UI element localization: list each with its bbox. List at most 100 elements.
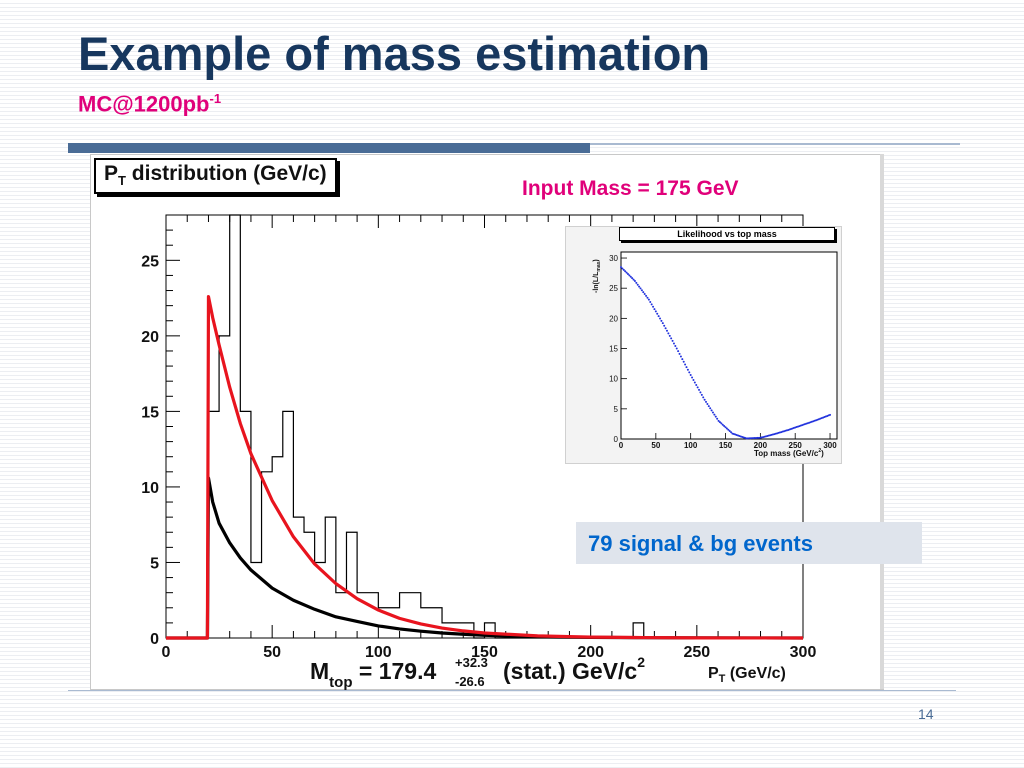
histogram-bin: [389, 608, 400, 638]
inset-x-tick-label: 50: [651, 441, 660, 450]
likelihood-point: [624, 270, 627, 273]
likelihood-point: [678, 352, 681, 355]
histogram-bin: [230, 215, 241, 638]
likelihood-point: [650, 303, 653, 306]
y-tick-label: 25: [141, 253, 159, 270]
likelihood-point: [629, 275, 632, 278]
likelihood-point: [706, 403, 709, 406]
x-tick-label: 250: [683, 644, 710, 661]
likelihood-point: [681, 358, 684, 361]
events-box: 79 signal & bg events: [576, 522, 922, 564]
likelihood-point: [667, 332, 670, 335]
inset-x-tick-label: 100: [684, 441, 698, 450]
likelihood-point: [710, 409, 713, 412]
mtop-result: Mtop = 179.4: [310, 658, 436, 691]
likelihood-point: [684, 363, 687, 366]
likelihood-point: [682, 360, 685, 363]
pt-axis-label: PT (GeV/c): [708, 665, 786, 685]
inset-y-tick-label: 25: [609, 284, 618, 293]
total-fit-curve: [166, 294, 804, 640]
likelihood-point: [674, 344, 677, 347]
x-tick-label: 100: [365, 644, 392, 661]
likelihood-point: [686, 368, 689, 371]
likelihood-point: [642, 291, 645, 294]
inset-x-tick-label: 300: [823, 441, 837, 450]
likelihood-point: [646, 296, 649, 299]
likelihood-point: [665, 329, 668, 332]
likelihood-point: [639, 287, 642, 290]
likelihood-point: [714, 415, 717, 418]
likelihood-point: [631, 277, 634, 280]
histogram-bin: [336, 593, 347, 638]
likelihood-point: [725, 427, 728, 430]
likelihood-point: [653, 308, 656, 311]
x-tick-label: 0: [162, 644, 171, 661]
likelihood-point: [829, 413, 832, 416]
likelihood-point: [645, 294, 648, 297]
x-tick-label: 50: [263, 644, 281, 661]
likelihood-point: [677, 350, 680, 353]
likelihood-point: [692, 379, 695, 382]
inset-x-tick-label: 200: [754, 441, 768, 450]
y-tick-label: 10: [141, 480, 159, 497]
likelihood-point: [628, 274, 631, 277]
likelihood-point: [661, 322, 664, 325]
likelihood-point: [643, 293, 646, 296]
likelihood-point: [728, 430, 731, 433]
inset-y-tick-label: 5: [614, 405, 619, 414]
inset-x-tick-label: 250: [789, 441, 803, 450]
likelihood-point: [668, 334, 671, 337]
y-tick-label: 0: [150, 631, 159, 648]
likelihood-point: [636, 283, 639, 286]
y-tick-label: 5: [150, 555, 159, 572]
likelihood-point: [689, 374, 692, 377]
likelihood-y-label: -ln(L/Lmax): [593, 259, 602, 293]
slide-title: Example of mass estimation: [78, 27, 711, 80]
mtop-error-down: -26.6: [455, 674, 485, 689]
likelihood-point: [679, 355, 682, 358]
pt-distribution-title: PT distribution (GeV/c): [94, 158, 337, 195]
likelihood-point: [696, 386, 699, 389]
pt-title-rest: distribution (GeV/c): [125, 162, 327, 185]
histogram-bin: [293, 517, 304, 638]
likelihood-point: [709, 407, 712, 410]
y-tick-label: 15: [141, 404, 159, 421]
likelihood-point: [672, 342, 675, 345]
input-mass-label: Input Mass = 175 GeV: [522, 177, 739, 200]
inset-y-tick-label: 15: [609, 345, 618, 354]
subtitle-prefix: MC@1200pb: [78, 91, 210, 117]
likelihood-point: [657, 315, 660, 318]
likelihood-inset: Likelihood vs top mass 0 5 10 15 20 25 30 0 50 10…: [565, 226, 842, 464]
likelihood-point: [632, 278, 635, 281]
likelihood-point: [638, 285, 641, 288]
x-tick-label: 150: [471, 644, 498, 661]
subtitle-exponent: -1: [209, 91, 222, 106]
histogram-bin: [633, 623, 644, 638]
likelihood-point: [707, 405, 710, 408]
likelihood-point: [649, 301, 652, 304]
likelihood-point: [718, 421, 721, 424]
title-divider-dark: [68, 143, 590, 153]
likelihood-point: [659, 317, 662, 320]
likelihood-point: [730, 431, 733, 434]
likelihood-point: [621, 267, 624, 270]
likelihood-point: [716, 417, 719, 420]
likelihood-point: [727, 428, 730, 431]
likelihood-point: [688, 371, 691, 374]
histogram-bin: [272, 457, 283, 638]
likelihood-point: [700, 393, 703, 396]
likelihood-point: [717, 419, 720, 422]
likelihood-point: [720, 422, 723, 425]
likelihood-point: [625, 271, 628, 274]
likelihood-point: [670, 337, 673, 340]
plot-canvas-shadow: [880, 154, 884, 689]
likelihood-point: [652, 305, 655, 308]
likelihood-x-label: Top mass (GeV/c2): [754, 448, 824, 458]
likelihood-point: [664, 327, 667, 330]
inset-plot-frame: [620, 251, 838, 440]
likelihood-point: [685, 366, 688, 369]
likelihood-point: [633, 279, 636, 282]
likelihood-point: [693, 381, 696, 384]
inset-y-tick-label: 20: [609, 314, 618, 323]
inset-y-tick-label: 30: [609, 254, 618, 263]
